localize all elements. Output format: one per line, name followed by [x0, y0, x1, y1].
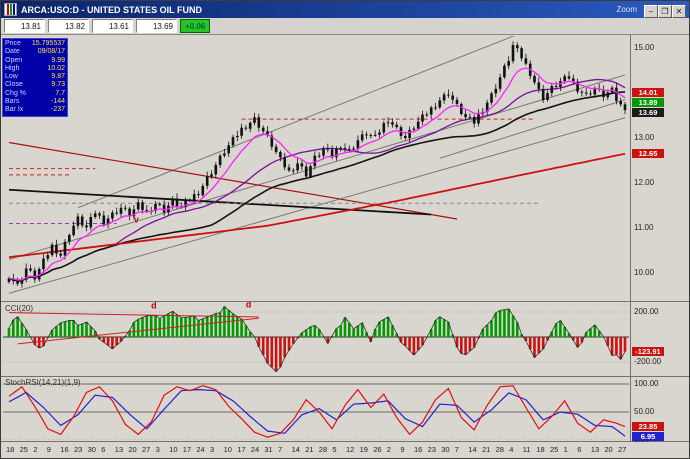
data-window-row-label: Bar Ix	[5, 106, 24, 114]
data-window-row: Close 9.73	[5, 81, 65, 89]
data-window-row-value: 7.7	[55, 89, 65, 97]
svg-text:d: d	[151, 301, 157, 311]
data-window-row-value: 9.87	[51, 73, 65, 81]
svg-text:v: v	[134, 215, 139, 225]
data-window-row-label: Date	[5, 48, 20, 56]
data-window-row-value: -144	[50, 98, 65, 106]
quote-value-4: 13.69	[136, 19, 177, 33]
data-window-row-value: 9.73	[51, 81, 65, 89]
data-window-row: Open 9.99	[5, 57, 65, 65]
change-badge: +0.06	[180, 19, 211, 33]
data-window-row: Bars -144	[5, 98, 65, 106]
quote-value-2: 13.82	[48, 19, 89, 33]
data-window-row: Chg % 7.7	[5, 90, 65, 98]
data-window-row-value: 15.795537	[31, 40, 65, 47]
data-window-row: Date 09/08/17	[5, 48, 65, 56]
data-window-row-label: Close	[5, 81, 23, 89]
app-icon	[4, 3, 17, 16]
data-window-row: High 10.02	[5, 65, 65, 73]
data-window: Price 15.795537 Date 09/08/17 Open 9.99 High 10…	[2, 38, 68, 117]
data-window-row: Bar Ix -237	[5, 106, 65, 114]
window-title: ARCA:USO:D - UNITED STATES OIL FUND	[21, 4, 202, 15]
quote-value-3: 13.61	[92, 19, 133, 33]
quote-bar: 13.81 13.82 13.61 13.69 +0.06	[1, 18, 689, 35]
svg-text:d: d	[246, 299, 252, 309]
zoom-control[interactable]: Zoom	[616, 5, 637, 14]
window-buttons: – ❐ ✕	[644, 1, 686, 19]
data-window-row: Low 9.87	[5, 73, 65, 81]
data-window-row: Price 15.795537	[5, 40, 65, 48]
title-bar: ARCA:USO:D - UNITED STATES OIL FUND Zoom…	[1, 1, 689, 18]
data-window-row-label: Low	[5, 73, 18, 81]
data-window-row-value: -237	[50, 106, 65, 114]
close-button[interactable]: ✕	[672, 4, 686, 18]
data-window-row-value: 09/08/17	[37, 48, 65, 56]
data-window-row-label: Open	[5, 56, 23, 64]
restore-button[interactable]: ❐	[658, 4, 672, 18]
quote-value-1: 13.81	[4, 19, 45, 33]
data-window-row-label: Bars	[5, 98, 20, 106]
minimize-button[interactable]: –	[644, 4, 658, 18]
data-window-row-label: Price	[5, 40, 21, 47]
data-window-row-label: Chg %	[5, 89, 27, 97]
data-window-row-value: 10.02	[47, 64, 65, 72]
data-window-row-label: High	[5, 64, 20, 72]
data-window-row-value: 9.99	[51, 56, 65, 64]
